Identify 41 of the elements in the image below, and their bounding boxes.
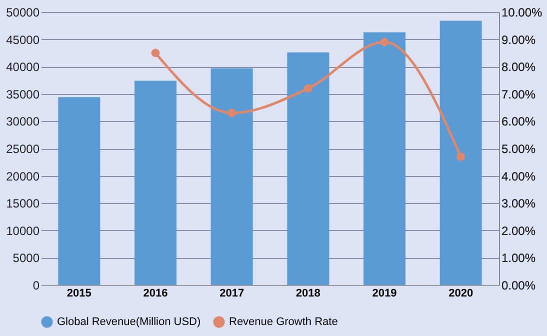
y-tick-label: 5000 (12, 251, 40, 266)
point (228, 108, 236, 118)
bar (210, 68, 253, 285)
y-tick-label: 40000 (6, 60, 40, 74)
y-tick-label: 10000 (6, 224, 40, 238)
point (380, 38, 389, 46)
y2-tick-label: 6.00% (502, 114, 536, 129)
bar (58, 97, 100, 285)
y2-tick-label: 8.00% (502, 60, 536, 74)
x-tick-label: 2018 (296, 288, 320, 300)
point (304, 84, 312, 93)
y2-tick-label: 5.00% (502, 142, 536, 156)
y-tick-label: 50000 (6, 6, 40, 20)
y-tick-label: 35000 (6, 87, 40, 102)
x-tick-label: 2019 (372, 288, 397, 300)
bar (440, 20, 482, 285)
y2-tick-label: 3.00% (502, 196, 536, 211)
bar (134, 80, 176, 285)
y2-tick-label: 4.00% (502, 169, 536, 184)
y2-tick-label: 1.00% (502, 251, 536, 266)
bar (364, 32, 406, 285)
bar (287, 52, 330, 285)
y2-tick-label: 7.00% (502, 87, 536, 102)
y-tick-label: 30000 (6, 114, 40, 129)
x-tick-label: 2020 (448, 288, 474, 300)
y-tick-label: 45000 (6, 32, 40, 47)
legend-label: Global Revenue(Million USD) (57, 316, 201, 328)
point (151, 48, 160, 58)
point (456, 152, 466, 161)
x-tick-label: 2017 (220, 288, 244, 300)
y2-tick-label: 9.00% (502, 32, 536, 47)
x-tick-label: 2015 (66, 288, 92, 300)
y-tick-label: 15000 (6, 196, 40, 211)
y2-tick-label: 10.00% (502, 6, 543, 20)
legend-label: Revenue Growth Rate (229, 316, 338, 328)
y-tick-label: 25000 (6, 142, 40, 156)
y-tick-label: 0 (32, 278, 40, 292)
y-tick-label: 20000 (6, 169, 40, 184)
y2-tick-label: 2.00% (502, 224, 536, 238)
y2-tick-label: 0.00% (502, 278, 536, 292)
x-tick-label: 2016 (143, 288, 168, 300)
